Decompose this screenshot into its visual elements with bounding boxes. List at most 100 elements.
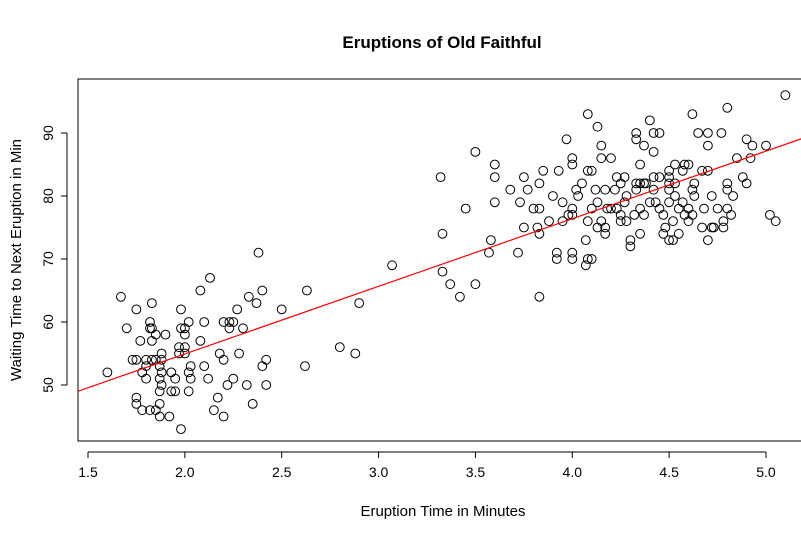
y-axis: 50 60 70 80 90	[40, 125, 68, 393]
data-point	[722, 203, 733, 214]
data-point	[350, 348, 361, 359]
data-point	[176, 424, 186, 435]
data-point	[131, 354, 142, 365]
data-point	[156, 380, 167, 390]
data-point	[147, 323, 157, 334]
data-point	[147, 336, 157, 346]
data-point	[664, 197, 674, 208]
data-point	[631, 128, 642, 138]
data-point	[619, 172, 630, 183]
data-point	[765, 210, 775, 220]
data-point	[445, 279, 456, 290]
data-point	[261, 380, 272, 390]
data-point	[639, 210, 649, 220]
data-point	[489, 197, 500, 208]
data-point	[728, 191, 738, 201]
data-point	[147, 354, 157, 365]
data-point	[641, 178, 651, 189]
data-point	[261, 354, 272, 365]
data-point	[195, 285, 206, 296]
data-point	[582, 254, 593, 264]
data-point	[650, 197, 661, 208]
data-point	[741, 134, 752, 145]
data-point	[470, 147, 481, 157]
data-point	[737, 172, 748, 183]
data-point	[534, 291, 545, 302]
data-point	[116, 291, 126, 302]
data-point	[635, 178, 645, 189]
data-point	[687, 109, 698, 119]
data-point	[689, 178, 700, 189]
data-point	[683, 159, 694, 170]
data-point	[183, 367, 194, 378]
data-point	[668, 235, 678, 246]
data-point	[170, 386, 181, 397]
data-point	[677, 197, 688, 208]
data-point	[590, 184, 601, 195]
data-point	[154, 411, 165, 422]
data-point	[551, 254, 562, 264]
data-point	[687, 184, 698, 195]
data-point	[571, 184, 582, 195]
data-point	[610, 184, 620, 195]
data-point	[145, 317, 155, 327]
data-point	[302, 285, 312, 296]
data-point	[625, 235, 636, 246]
data-point	[214, 348, 225, 359]
data-point	[582, 216, 593, 227]
data-point	[664, 165, 674, 176]
data-point	[664, 235, 674, 246]
data-point	[563, 210, 574, 220]
data-point	[150, 405, 161, 416]
data-point	[708, 222, 719, 233]
data-point	[741, 178, 752, 189]
data-point	[137, 405, 148, 416]
data-point	[534, 178, 545, 189]
data-point	[484, 247, 494, 258]
y-tick-label: 50	[40, 377, 56, 393]
data-point	[334, 342, 345, 353]
data-point	[154, 373, 165, 384]
data-point	[567, 159, 578, 170]
data-point	[170, 373, 181, 384]
data-point	[251, 298, 262, 309]
data-point	[780, 90, 791, 101]
data-point	[180, 348, 190, 359]
data-point	[180, 342, 190, 353]
data-point	[228, 373, 239, 384]
data-point	[654, 172, 665, 183]
data-point	[561, 134, 572, 145]
data-point	[135, 336, 146, 346]
data-point	[141, 354, 152, 365]
data-point	[538, 165, 549, 176]
x-tick-label: 3.0	[369, 464, 389, 480]
data-point	[631, 134, 642, 145]
data-point	[687, 210, 698, 220]
data-point	[131, 304, 142, 315]
data-point	[460, 203, 471, 214]
data-point	[567, 153, 578, 164]
data-point	[580, 235, 591, 246]
data-point	[635, 159, 645, 170]
y-tick-label: 90	[40, 125, 56, 141]
data-point	[147, 298, 157, 309]
data-point	[582, 109, 593, 119]
data-point	[519, 222, 529, 233]
data-point	[573, 191, 583, 201]
data-point	[534, 228, 545, 239]
data-point	[639, 140, 649, 151]
data-point	[629, 210, 640, 220]
data-point	[156, 367, 167, 378]
data-point	[615, 210, 626, 220]
data-point	[243, 291, 254, 302]
data-point	[224, 323, 235, 334]
data-points	[102, 90, 791, 435]
data-point	[722, 184, 733, 195]
data-point	[513, 247, 523, 258]
data-point	[354, 298, 365, 309]
data-point	[183, 386, 194, 397]
x-tick-label: 4.0	[563, 464, 583, 480]
data-point	[522, 184, 533, 195]
data-point	[703, 140, 713, 151]
data-point	[232, 304, 243, 315]
